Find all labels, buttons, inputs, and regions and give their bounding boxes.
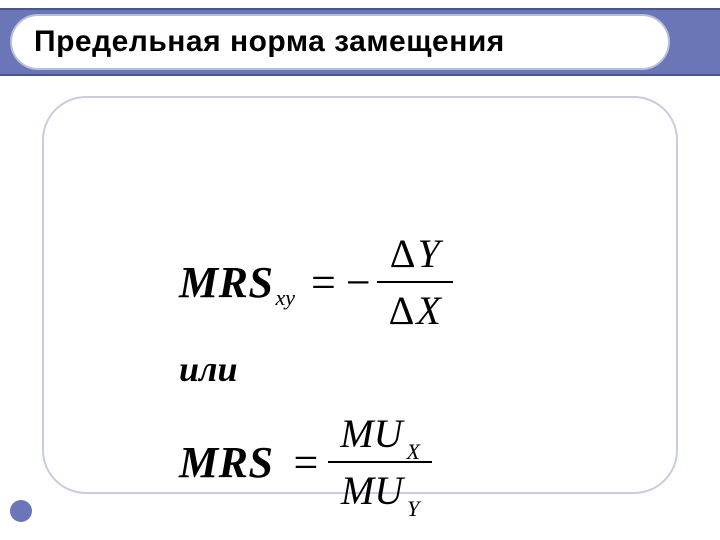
formula-block: MRS xy = − Δ Y Δ X или MRS =: [179, 228, 599, 528]
equals-sign-1: =: [311, 257, 336, 308]
content-panel: MRS xy = − Δ Y Δ X или MRS =: [42, 96, 678, 494]
title-container: Предельная норма замещения: [10, 14, 670, 70]
delta-y-var: Y: [417, 230, 439, 277]
fraction-2-denominator: MU Y: [329, 465, 431, 516]
equation-1: MRS xy = − Δ Y Δ X: [179, 228, 599, 336]
fraction-2: MU X MU Y: [328, 408, 432, 516]
equation-2: MRS = MU X MU Y: [179, 408, 599, 516]
slide-title: Предельная норма замещения: [34, 25, 505, 59]
fraction-2-numerator: MU X: [328, 408, 432, 459]
delta-x-var: X: [416, 287, 440, 334]
fraction-1: Δ Y Δ X: [377, 228, 453, 336]
minus-sign: −: [346, 257, 371, 308]
delta-x-delta: Δ: [389, 287, 415, 334]
mrs-symbol-2: MRS: [179, 437, 273, 488]
mrs-subscript-xy: xy: [275, 285, 295, 311]
fraction-1-bar: [377, 281, 453, 283]
mrs-symbol-1: MRS: [179, 257, 273, 308]
delta-y-delta: Δ: [390, 230, 416, 277]
fraction-1-denominator: Δ X: [377, 285, 453, 336]
connector-or: или: [179, 348, 599, 390]
mu-x-sub: X: [407, 439, 420, 465]
mu-y: MU: [341, 467, 403, 514]
mu-y-sub: Y: [407, 496, 419, 522]
mu-x: MU: [340, 410, 402, 457]
accent-dot-icon: [10, 500, 32, 522]
fraction-1-numerator: Δ Y: [378, 228, 452, 279]
equals-sign-2: =: [293, 437, 318, 488]
